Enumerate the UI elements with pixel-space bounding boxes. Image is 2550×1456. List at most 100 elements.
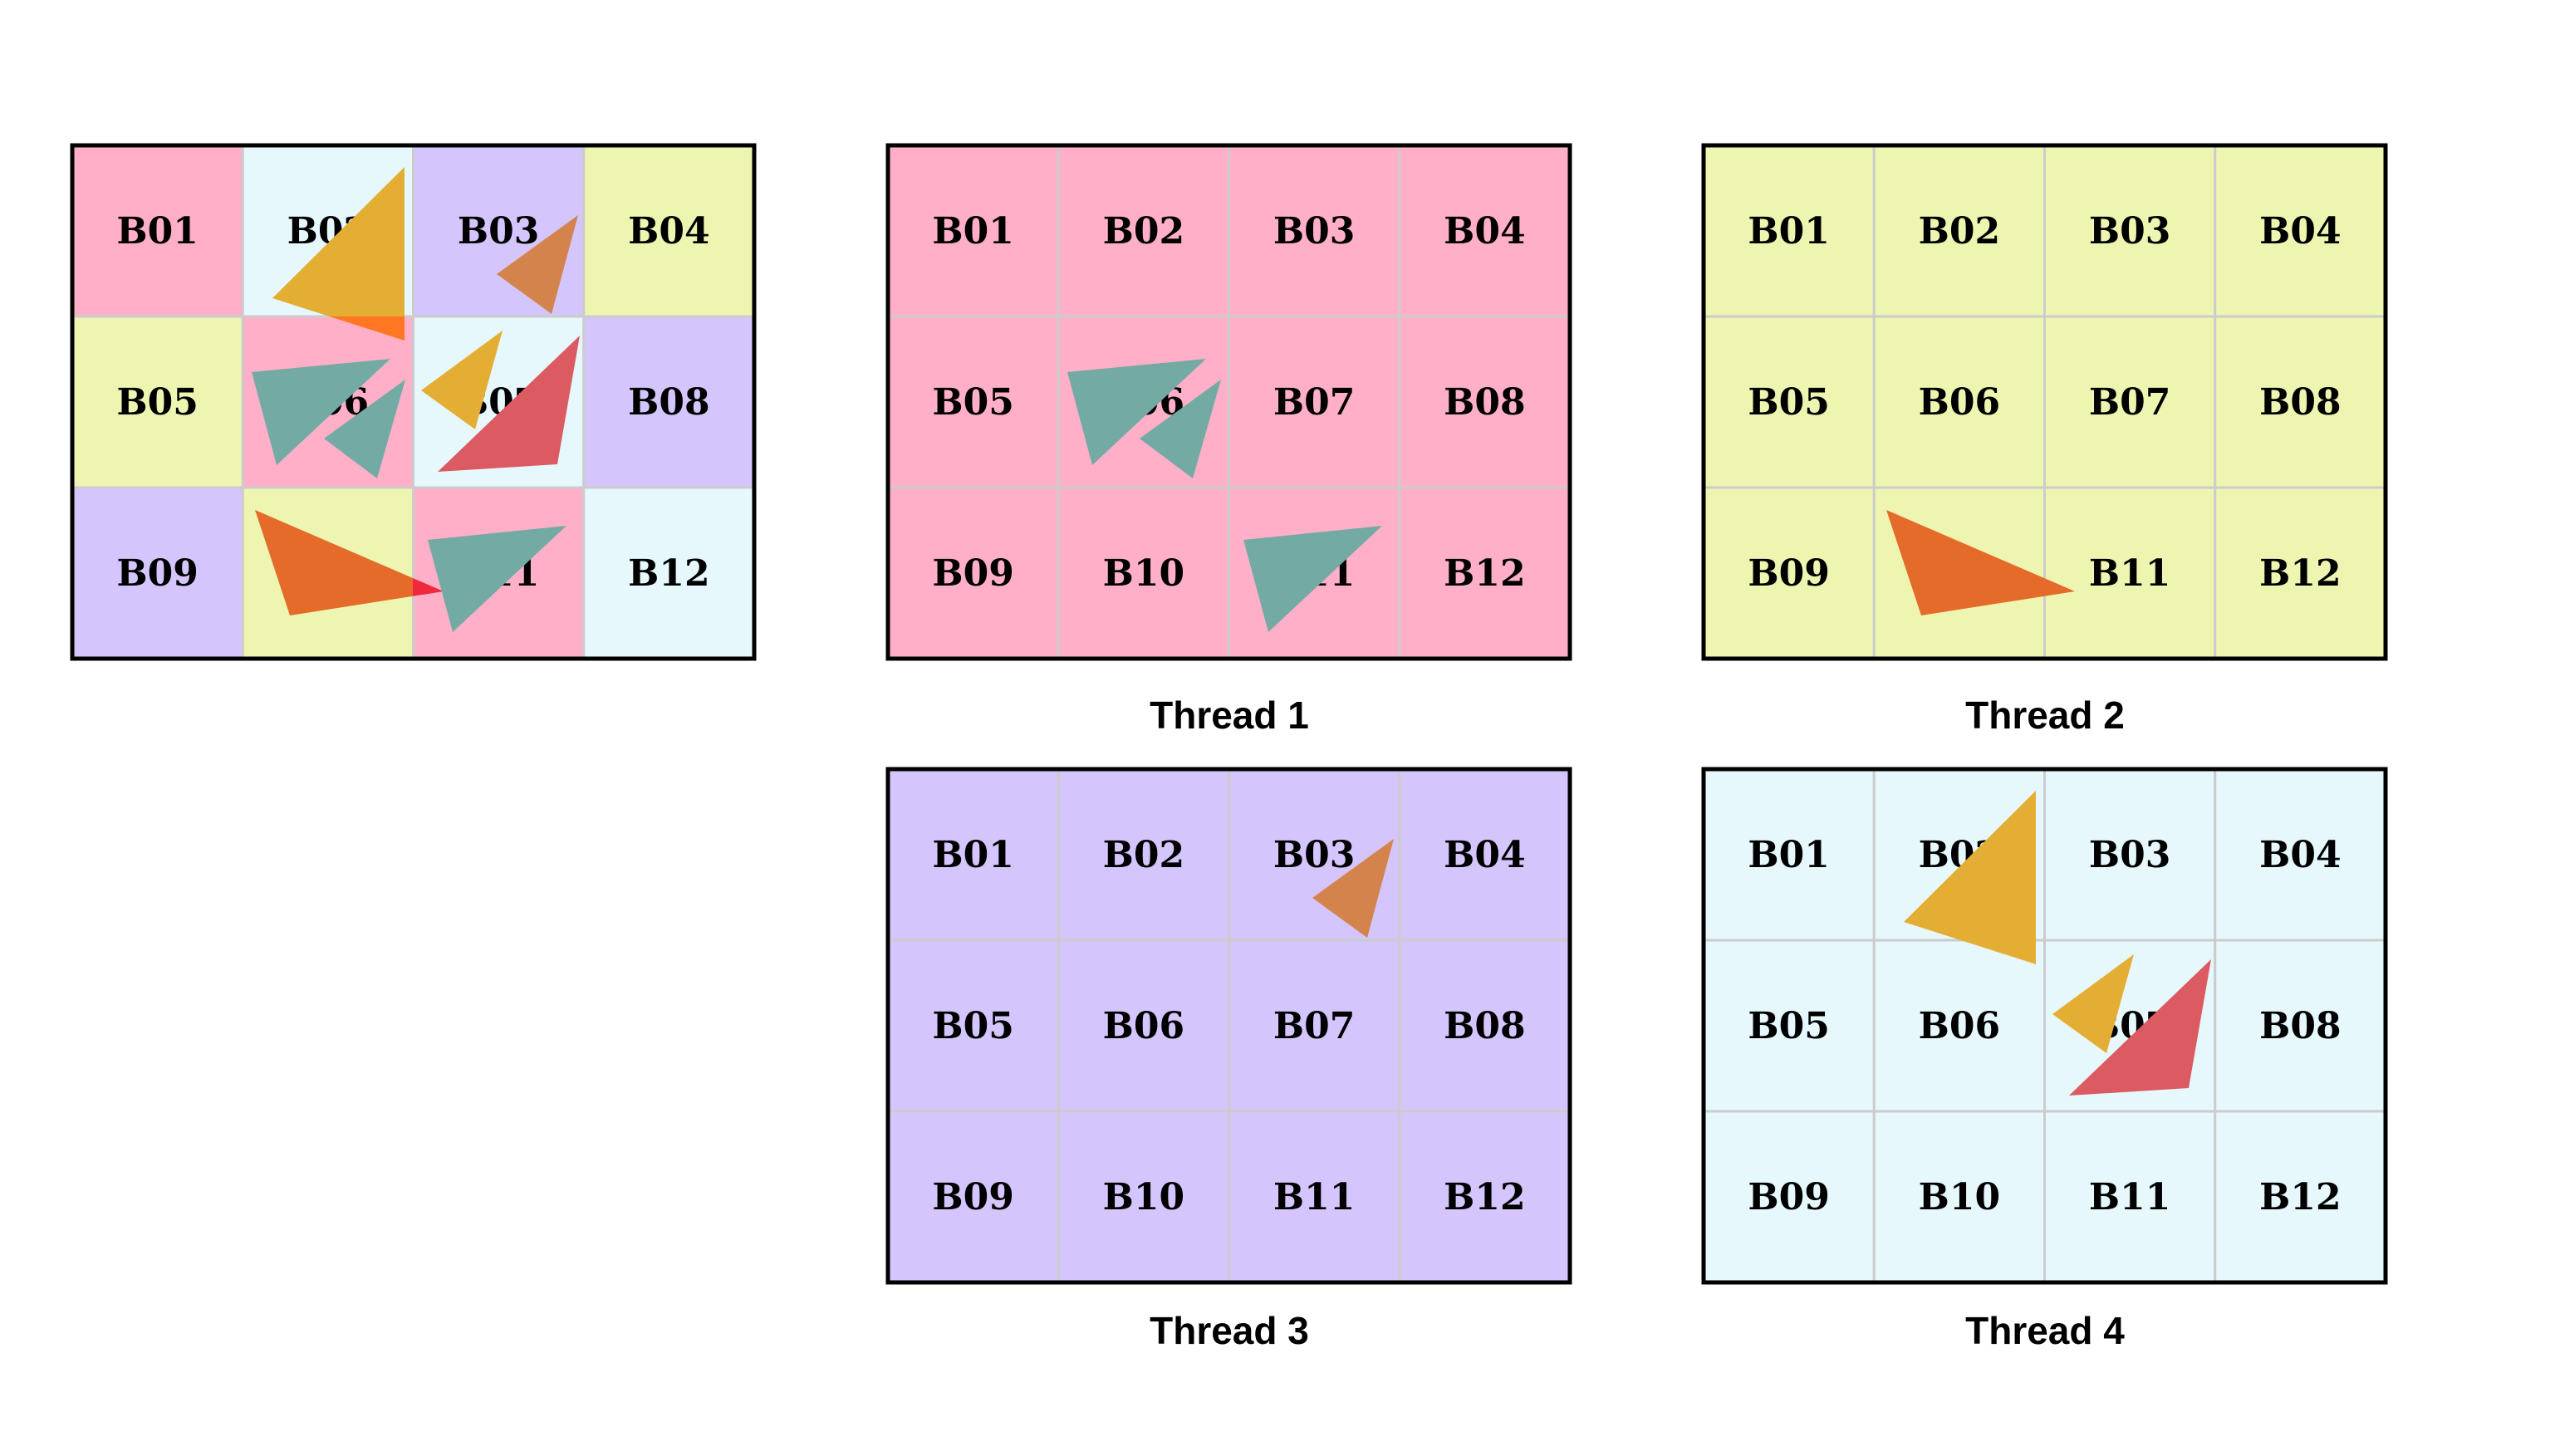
triangle-b06a bbox=[252, 359, 390, 465]
tile-label: B11 bbox=[2089, 1176, 2170, 1218]
tile-b01 bbox=[71, 144, 244, 318]
tile-b12 bbox=[1398, 1110, 1572, 1284]
tile-label: B09 bbox=[1748, 1176, 1829, 1218]
tile-b04 bbox=[2214, 144, 2387, 318]
tile-b05 bbox=[1702, 939, 1876, 1113]
triangle-b10 bbox=[1886, 510, 2075, 615]
tile-b08 bbox=[582, 315, 756, 489]
tile-b09 bbox=[1702, 1110, 1876, 1284]
tile-b01 bbox=[1702, 767, 1876, 942]
grid-border bbox=[1701, 767, 2388, 1285]
tile-label: B05 bbox=[1748, 381, 1829, 424]
grid-border bbox=[885, 767, 1572, 1285]
grid-border bbox=[70, 143, 757, 661]
tile-label: B07 bbox=[1273, 1005, 1355, 1047]
tile-label: B09 bbox=[1748, 552, 1829, 595]
tile-b12 bbox=[582, 486, 756, 660]
tile-b02 bbox=[1057, 144, 1230, 318]
thread-3-label: Thread 3 bbox=[1150, 1309, 1309, 1352]
tile-b12 bbox=[2214, 1110, 2387, 1284]
tile-label: B06 bbox=[1103, 1005, 1184, 1047]
tile-label: B05 bbox=[932, 381, 1013, 424]
triangle-b03 bbox=[1312, 839, 1394, 938]
tile-b04 bbox=[582, 144, 756, 318]
tile-b03 bbox=[1228, 144, 1401, 318]
tile-label: B01 bbox=[932, 834, 1013, 876]
tile-label: B10 bbox=[1103, 1176, 1184, 1218]
tile-b02 bbox=[1057, 767, 1230, 942]
tile-label: B08 bbox=[628, 381, 709, 424]
tile-label: B03 bbox=[1273, 834, 1355, 876]
tile-label: B12 bbox=[1444, 1176, 1525, 1218]
triangle-b07a bbox=[2052, 954, 2134, 1053]
triangle-b02-overflow bbox=[329, 316, 405, 341]
tile-label: B10 bbox=[1919, 1176, 2000, 1218]
tile-label: B05 bbox=[932, 1005, 1013, 1047]
tile-b10 bbox=[1057, 1110, 1230, 1284]
tile-label: B01 bbox=[1748, 834, 1829, 876]
tile-b08 bbox=[1398, 315, 1572, 489]
tile-label: B03 bbox=[2089, 210, 2170, 252]
tile-label: B01 bbox=[116, 210, 198, 252]
tile-label: B03 bbox=[458, 210, 539, 252]
triangle-b06b bbox=[1140, 380, 1221, 478]
tile-b09 bbox=[886, 1110, 1060, 1284]
tile-label: B06 bbox=[1919, 381, 2000, 424]
tile-label: B01 bbox=[932, 210, 1013, 252]
tile-label: B02 bbox=[1103, 834, 1184, 876]
tile-label: B12 bbox=[2259, 1176, 2341, 1218]
tile-b04 bbox=[1398, 144, 1572, 318]
tile-b03 bbox=[2043, 767, 2217, 942]
tile-b10 bbox=[1872, 1110, 2046, 1284]
tile-b02 bbox=[1872, 144, 2046, 318]
triangle-b06b bbox=[324, 380, 405, 478]
thread-2-label: Thread 2 bbox=[1965, 694, 2125, 737]
tile-label: B12 bbox=[628, 552, 709, 595]
triangle-b11 bbox=[1243, 526, 1382, 632]
tile-label: B04 bbox=[1444, 834, 1525, 876]
tile-label: B03 bbox=[2089, 834, 2170, 876]
tile-label: B04 bbox=[1444, 210, 1525, 252]
tile-label: B02 bbox=[1103, 210, 1184, 252]
tile-label: B11 bbox=[2089, 552, 2170, 595]
tile-label: B08 bbox=[2259, 1005, 2341, 1047]
tile-label: B07 bbox=[1273, 381, 1355, 424]
tile-label: B08 bbox=[1444, 381, 1525, 424]
triangle-b10-overflow bbox=[413, 578, 444, 596]
grid-border bbox=[885, 143, 1572, 661]
tile-label: B05 bbox=[1748, 1005, 1829, 1047]
tile-label: B09 bbox=[932, 552, 1013, 595]
tile-label: B08 bbox=[1444, 1005, 1525, 1047]
tile-label: B04 bbox=[628, 210, 709, 252]
tile-label: B04 bbox=[2259, 210, 2341, 252]
tile-label: B02 bbox=[1919, 210, 2000, 252]
tile-b07 bbox=[2043, 315, 2217, 489]
tile-label: B10 bbox=[1103, 552, 1184, 595]
thread-4-label: Thread 4 bbox=[1965, 1309, 2125, 1352]
tile-label: B12 bbox=[2259, 552, 2341, 595]
tile-b05 bbox=[886, 939, 1060, 1113]
triangle-b07a bbox=[421, 331, 503, 429]
tile-label: B07 bbox=[2089, 381, 2170, 424]
tile-b03 bbox=[2043, 144, 2217, 318]
tile-label: B09 bbox=[116, 552, 198, 595]
tile-b07 bbox=[1228, 315, 1401, 489]
tile-label: B08 bbox=[2259, 381, 2341, 424]
tile-label: B09 bbox=[932, 1176, 1013, 1218]
tile-b11 bbox=[2043, 1110, 2217, 1284]
tile-b06 bbox=[1872, 939, 2046, 1113]
triangle-b02 bbox=[1904, 791, 2036, 964]
tile-b05 bbox=[886, 315, 1060, 489]
triangle-b02 bbox=[272, 167, 405, 316]
tile-label: B12 bbox=[1444, 552, 1525, 595]
tile-b08 bbox=[1398, 939, 1572, 1113]
triangle-b03 bbox=[497, 215, 578, 314]
triangle-b07b bbox=[438, 336, 580, 472]
grid-border bbox=[1701, 143, 2388, 661]
triangle-b10 bbox=[255, 510, 413, 615]
tile-label: B11 bbox=[1273, 1176, 1355, 1218]
thread-1-label: Thread 1 bbox=[1150, 694, 1309, 737]
